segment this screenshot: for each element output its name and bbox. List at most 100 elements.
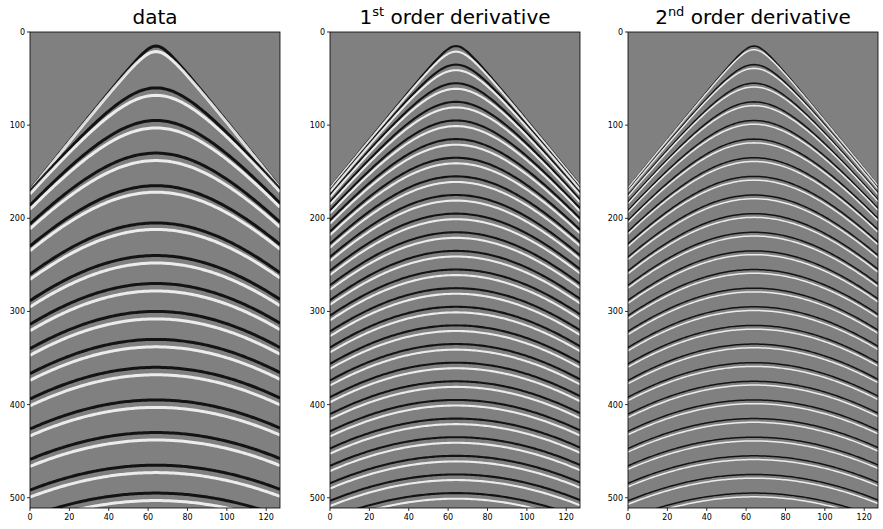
event — [628, 273, 878, 319]
event — [628, 385, 878, 418]
event — [628, 217, 878, 273]
y-tick-label: 500 — [310, 494, 325, 503]
y-tick — [327, 125, 330, 126]
y-tick — [625, 218, 628, 219]
panel: 0204060801001200100200300400500data — [10, 5, 280, 524]
event — [628, 460, 878, 487]
x-tick-label: 60 — [143, 513, 153, 522]
y-tick-label: 200 — [10, 214, 25, 223]
x-tick — [667, 508, 668, 511]
y-tick-label: 300 — [310, 307, 325, 316]
image-background — [330, 32, 580, 508]
y-tick — [327, 311, 330, 312]
title: 1st order derivative — [359, 4, 550, 29]
event — [30, 400, 280, 429]
x-tick — [187, 508, 188, 511]
event — [330, 493, 580, 508]
y-tick-label: 500 — [608, 494, 623, 503]
y-tick — [625, 125, 628, 126]
title: 2nd order derivative — [655, 4, 851, 29]
y-tick — [625, 32, 628, 33]
event — [330, 443, 580, 471]
event — [628, 381, 878, 414]
event — [628, 363, 878, 398]
x-tick-label: 80 — [182, 513, 192, 522]
x-tick — [526, 508, 527, 511]
event — [330, 201, 580, 261]
y-tick — [327, 32, 330, 33]
x-tick — [487, 508, 488, 511]
x-tick-label: 120 — [259, 513, 274, 522]
event — [330, 219, 580, 275]
x-tick — [864, 508, 865, 511]
y-tick-label: 400 — [608, 401, 623, 410]
event — [330, 406, 580, 437]
event — [628, 366, 878, 400]
x-tick-label: 20 — [662, 513, 672, 522]
x-tick-label: 20 — [64, 513, 74, 522]
x-tick — [448, 508, 449, 511]
event — [330, 312, 580, 352]
y-tick — [327, 404, 330, 405]
x-tick — [746, 508, 747, 511]
x-tick — [69, 508, 70, 511]
x-tick-label: 60 — [443, 513, 453, 522]
event — [330, 46, 580, 188]
y-tick-label: 100 — [10, 121, 25, 130]
event — [330, 139, 580, 220]
frame — [30, 32, 280, 508]
event — [30, 501, 280, 508]
y-tick — [625, 404, 628, 405]
x-tick-label: 100 — [219, 513, 234, 522]
event — [628, 46, 878, 188]
event — [330, 89, 580, 197]
x-tick — [108, 508, 109, 511]
frame — [628, 32, 878, 508]
y-tick — [27, 125, 30, 126]
figure: 0204060801001200100200300400500data02040… — [0, 0, 883, 529]
image-background — [30, 32, 280, 508]
event — [330, 294, 580, 336]
y-tick — [27, 218, 30, 219]
x-tick-label: 80 — [780, 513, 790, 522]
event — [30, 367, 280, 399]
x-tick — [369, 508, 370, 511]
event — [30, 95, 280, 194]
event — [30, 433, 280, 460]
title: data — [132, 5, 177, 29]
event — [30, 440, 280, 466]
event — [628, 400, 878, 431]
x-tick-label: 20 — [364, 513, 374, 522]
x-tick — [266, 508, 267, 511]
event — [330, 499, 580, 508]
image-background — [628, 32, 878, 508]
x-tick-label: 100 — [519, 513, 534, 522]
y-tick — [27, 311, 30, 312]
event — [628, 50, 878, 188]
y-tick-label: 300 — [608, 307, 623, 316]
event — [30, 186, 280, 246]
event — [330, 424, 580, 454]
panel: 02040608010012001002003004005002nd order… — [608, 4, 878, 522]
event — [330, 214, 580, 271]
x-tick — [824, 508, 825, 511]
y-tick-label: 200 — [608, 214, 623, 223]
x-tick-label: 100 — [817, 513, 832, 522]
event — [330, 474, 580, 500]
events — [628, 46, 878, 508]
event — [628, 161, 878, 233]
y-tick-label: 100 — [310, 121, 325, 130]
event — [628, 478, 878, 504]
y-tick — [327, 218, 330, 219]
x-tick — [330, 508, 331, 511]
y-tick-label: 0 — [20, 28, 25, 37]
x-tick-label: 40 — [702, 513, 712, 522]
x-tick — [628, 508, 629, 511]
x-tick-label: 80 — [482, 513, 492, 522]
x-tick — [408, 508, 409, 511]
event — [330, 419, 580, 449]
x-tick-label: 40 — [104, 513, 114, 522]
y-tick — [27, 32, 30, 33]
x-tick — [148, 508, 149, 511]
y-tick-label: 300 — [10, 307, 25, 316]
